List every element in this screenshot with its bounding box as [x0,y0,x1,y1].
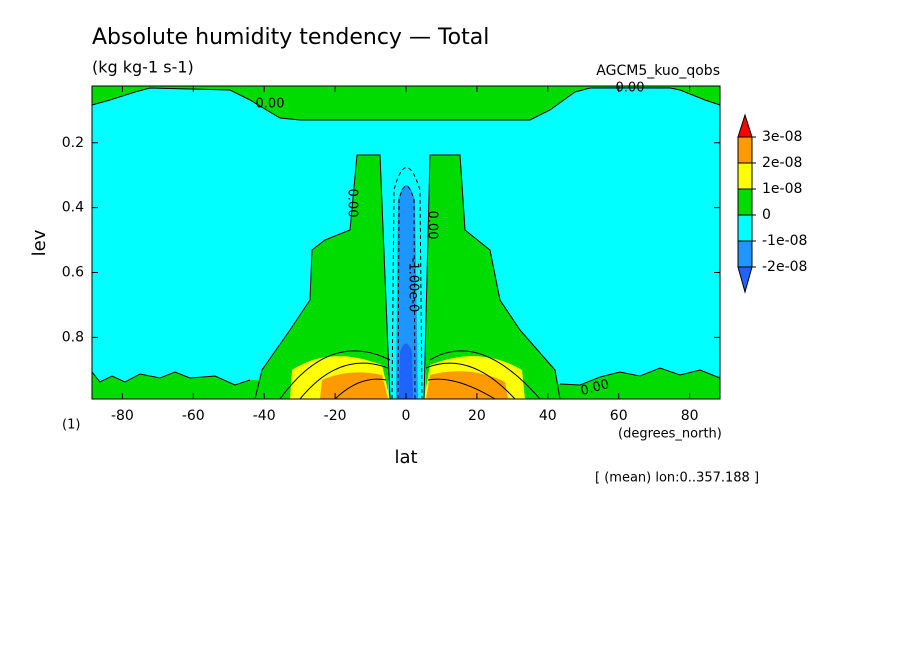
contour-fill [255,155,390,399]
y-tick-label: 0.4 [62,200,84,216]
colorbar-box [737,188,753,216]
contour-label: -1.00e-0 [406,258,421,313]
contour-label: 0.00 [425,211,440,240]
contour-fill [396,185,418,399]
contour-line [299,362,516,400]
x-tick-label: 60 [610,408,628,424]
x-tick-label: 40 [539,408,557,424]
colorbar-label: 0 [762,207,771,223]
contour-line [391,167,423,400]
contour-label: 0.00 [256,97,285,112]
contour-line [423,154,561,400]
contour-fill [92,86,720,120]
contour-line [559,367,721,386]
contour-line [91,87,721,121]
colorbar-label: 3e-08 [762,129,802,145]
y-tick-label: 0.2 [62,135,84,151]
contour-line [279,350,541,400]
colorbar-triangle [737,266,753,294]
y-axis-label: lev [29,229,50,256]
colorbar-label: 2e-08 [762,155,802,171]
contour-label: 0.00 [579,377,611,399]
x-tick-label: 80 [681,408,699,424]
chart-subtitle: (kg kg-1 s-1) [92,58,194,77]
y-tick-label: 0.8 [62,329,84,345]
colorbar-label: -1e-08 [762,233,807,249]
y-tick-label: 0.6 [62,265,84,281]
x-tick-label: -40 [253,408,276,424]
x-tick-label: -20 [324,408,347,424]
chart-title: Absolute humidity tendency — Total [92,25,489,50]
x-tick-label: 20 [468,408,486,424]
contour-fill [399,343,413,399]
contour-line [334,378,496,400]
colorbar-label: -2e-08 [762,259,807,275]
contour-line [91,371,251,386]
contour-fill [424,155,560,399]
x-axis-label: lat [394,447,417,468]
note: [ (mean) lon:0..357.188 ] [595,471,759,486]
colorbar-triangle [737,113,753,138]
contour-line [397,185,416,400]
colorbar-box [737,136,753,164]
colorbar-box [737,240,753,268]
y-unit: (1) [62,418,80,433]
x-tick-label: 0 [402,408,411,424]
x-unit: (degrees_north) [618,427,722,442]
contour-label: 0.00 [345,189,360,218]
contour-label: 0.00 [616,81,645,96]
x-tick-label: -60 [182,408,205,424]
colorbar-label: 1e-08 [762,181,802,197]
contour-line [254,154,391,400]
dataset-label: AGCM5_kuo_qobs [596,63,720,79]
colorbar-box [737,214,753,242]
x-tick-label: -80 [111,408,134,424]
colorbar-box [737,162,753,190]
